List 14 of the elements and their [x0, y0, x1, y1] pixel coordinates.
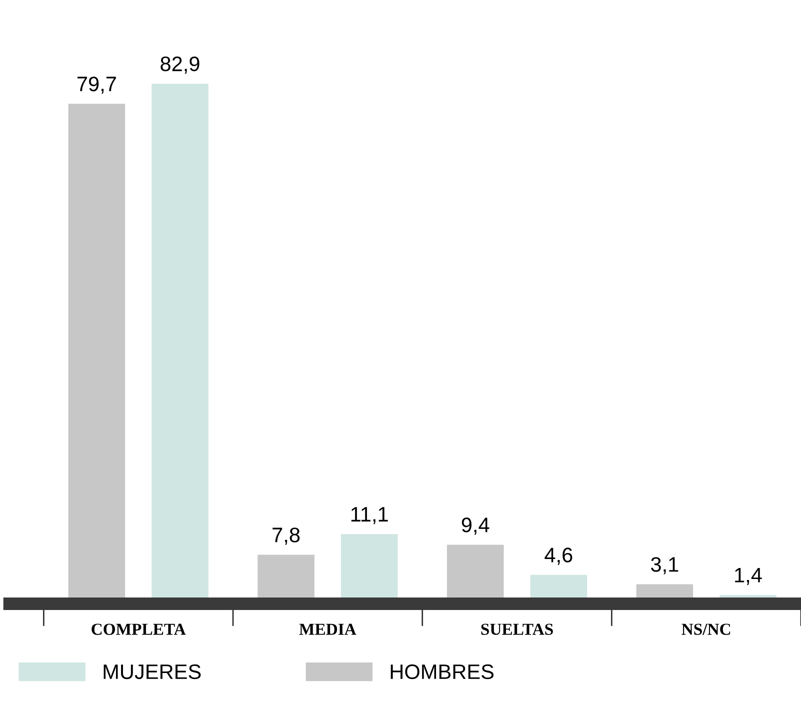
x-tick-label: NS/NC — [682, 624, 730, 635]
data-label: 11,1 — [351, 507, 388, 524]
data-label: 4,6 — [544, 548, 572, 565]
data-label: 79,7 — [78, 76, 116, 94]
x-tick-label: SUELTAS — [481, 624, 553, 635]
x-tick-label: MEDIA — [299, 624, 356, 635]
x-tick-label: COMPLETA — [92, 624, 186, 635]
data-label: 9,4 — [462, 518, 490, 535]
data-label: 1,4 — [735, 568, 762, 585]
data-label: 3,1 — [651, 557, 678, 574]
legend-label: HOMBRES — [390, 664, 494, 680]
data-label: 82,9 — [160, 56, 200, 74]
legend-label: MUJERES — [104, 664, 201, 680]
data-label: 7,8 — [272, 528, 300, 545]
